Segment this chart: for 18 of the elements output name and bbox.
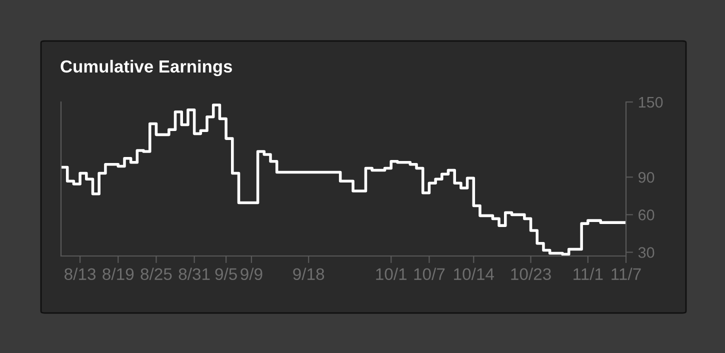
x-tick-label: 8/31: [178, 268, 210, 280]
x-tick-label: 9/5: [215, 268, 237, 280]
x-tick-label: 9/18: [293, 268, 324, 280]
x-tick-label: 9/9: [240, 268, 262, 280]
x-tick-label: 10/14: [454, 268, 494, 280]
x-tick-label: 8/19: [102, 268, 134, 280]
x-tick-label: 11/1: [574, 268, 603, 280]
x-tick-label: 8/25: [140, 268, 172, 280]
y-tick-label: 60: [638, 210, 654, 220]
y-tick-label: 150: [638, 96, 663, 108]
x-tick-label: 10/7: [414, 268, 445, 280]
y-tick-label: 30: [638, 247, 654, 258]
x-tick-label: 10/1: [376, 268, 407, 280]
x-tick-label: 8/13: [64, 268, 96, 280]
chart-title: Cumulative Earnings: [60, 60, 232, 76]
x-tick-label: 11/7: [612, 268, 641, 280]
x-tick-label: 10/23: [511, 268, 551, 280]
y-tick-label: 90: [638, 172, 654, 183]
